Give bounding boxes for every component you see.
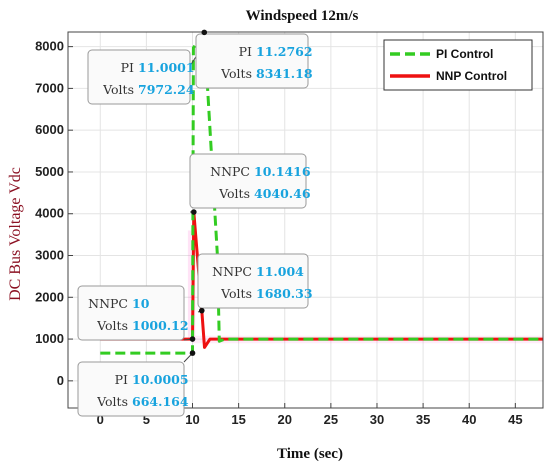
legend-label-nnp: NNP Control [436,69,507,83]
datatip-box [77,285,185,341]
datatip-y-value: 1000.12 [132,318,189,333]
datatip-y-key: Volts [102,82,134,97]
datatip-x-key: PI [115,372,128,387]
x-tick-label: 15 [231,412,245,427]
datatip: NNPC 11.004 Volts 1680.33 [197,253,313,314]
datatip-y-value: 664.164 [132,394,189,409]
y-tick-label: 0 [57,373,64,388]
datatip-x-value: 10 [132,296,150,311]
datatip-x-key: PI [239,44,252,59]
chart-title: Windspeed 12m/s [246,8,359,24]
datatip-y-key: Volts [220,66,252,81]
datatip-y-value: 8341.18 [256,66,313,81]
datatip-y-key: Volts [220,286,252,301]
datatip: NNPC 10.1416 Volts 4040.46 [189,153,311,215]
datatip: PI 10.0005 Volts 664.164 [77,350,196,417]
datatip-y-value: 1680.33 [256,286,313,301]
y-tick-label: 5000 [35,164,64,179]
datatip-marker [189,336,196,342]
y-tick-label: 4000 [35,206,64,221]
x-tick-label: 10 [185,412,199,427]
datatip-y-key: Volts [218,186,250,201]
datatip: NNPC 10 Volts 1000.12 [77,285,196,342]
x-axis-label: Time (sec) [277,446,343,462]
y-tick-label: 7000 [35,80,64,95]
y-tick-label: 6000 [35,122,64,137]
datatips: PI 11.0001 Volts 7972.24 PI 11.2762 Volts 8341.… [77,29,313,417]
legend-label-pi: PI Control [436,47,493,61]
x-tick-label: 35 [416,412,430,427]
x-tick-label: 20 [278,412,292,427]
x-tick-label: 25 [324,412,338,427]
datatip-y-value: 7972.24 [138,82,195,97]
datatip: PI 11.2762 Volts 8341.18 [195,29,313,89]
legend: PI Control NNP Control [383,39,533,91]
x-tick-label: 30 [370,412,384,427]
datatip-x-key: NNPC [88,296,128,311]
datatip-box [197,253,309,309]
datatip-x-key: NNPC [212,264,252,279]
datatip-x-value: 11.0001 [138,60,195,75]
datatip-x-value: 10.1416 [254,164,311,179]
datatip-y-key: Volts [96,318,128,333]
datatip-x-value: 11.004 [256,264,304,279]
datatip-x-key: PI [121,60,134,75]
plot-frame [67,31,544,409]
y-tick-label: 1000 [35,331,64,346]
x-tick-label: 0 [97,412,104,427]
x-tick-label: 45 [508,412,522,427]
x-tick-label: 40 [462,412,476,427]
datatip-marker [201,29,208,36]
datatip-marker [198,307,205,314]
datatip-box [87,49,191,105]
datatip-y-value: 4040.46 [254,186,311,201]
x-tick-label: 5 [143,412,150,427]
datatip-box [189,153,307,209]
datatip-box [195,33,309,89]
legend-box [383,39,533,91]
axis-ticks: 0 5 10 15 20 25 30 35 40 45 0 1000 2000 3000 4000 5000 6… [35,39,522,427]
y-tick-label: 8000 [35,39,64,54]
y-tick-label: 3000 [35,248,64,263]
datatip-marker [189,350,196,356]
datatip: PI 11.0001 Volts 7972.24 [87,44,205,105]
datatip-y-key: Volts [96,394,128,409]
datatip-x-key: NNPC [210,164,250,179]
series-line-pi-control [100,30,543,355]
datatip-box [77,361,185,417]
datatip-marker [191,209,197,215]
datatip-x-value: 11.2762 [256,44,313,59]
y-tick-label: 2000 [35,289,64,304]
datatip-x-value: 10.0005 [132,372,189,387]
y-axis-label: DC Bus Voltage Vdc [7,167,24,301]
